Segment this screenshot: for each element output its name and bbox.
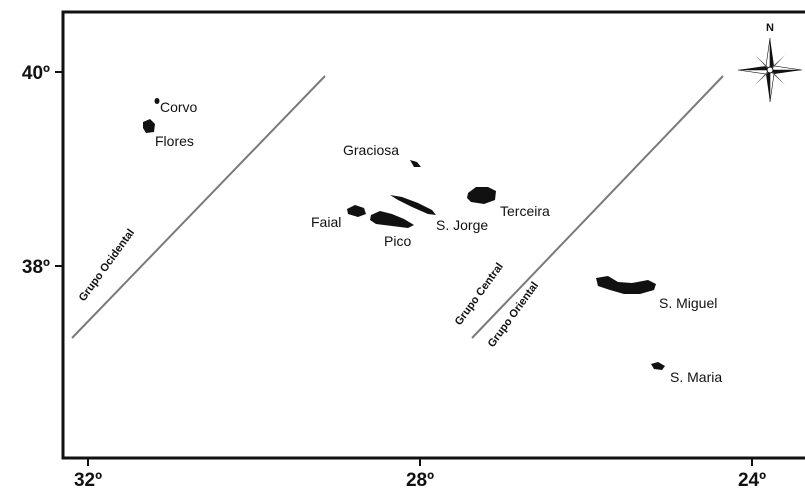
x-tick-label-24: 24º	[738, 470, 766, 491]
y-tick-label-40: 40º	[22, 63, 50, 84]
divider-central-oriental	[471, 75, 724, 339]
label-flores: Flores	[155, 133, 194, 149]
label-corvo: Corvo	[160, 99, 198, 115]
compass-rose-icon	[737, 37, 803, 103]
label-s-jorge: S. Jorge	[436, 217, 488, 233]
label-s-maria: S. Maria	[670, 369, 722, 385]
island-graciosa	[410, 160, 421, 167]
x-tick-label-28: 28º	[406, 470, 434, 491]
y-tick-label-38: 38º	[22, 257, 50, 278]
label-faial: Faial	[311, 214, 341, 230]
island-pico	[370, 211, 414, 228]
island-s-miguel	[596, 276, 656, 294]
x-tick-label-32: 32º	[74, 470, 102, 491]
map-frame	[61, 10, 805, 460]
divider-ocidental-central	[71, 75, 326, 339]
island-flores	[143, 119, 155, 133]
group-label-ocidental: Grupo Ocidental	[77, 227, 137, 304]
island-s-jorge	[390, 195, 436, 215]
label-s-miguel: S. Miguel	[659, 295, 717, 311]
group-label-central: Grupo Central	[453, 261, 506, 328]
island-corvo	[154, 98, 160, 104]
island-s-maria	[651, 362, 665, 370]
label-terceira: Terceira	[500, 203, 550, 219]
islands	[143, 98, 665, 370]
label-graciosa: Graciosa	[343, 142, 399, 158]
compass-north-label: N	[766, 22, 774, 34]
label-pico: Pico	[384, 233, 411, 249]
island-terceira	[467, 187, 496, 204]
island-faial	[347, 205, 366, 217]
